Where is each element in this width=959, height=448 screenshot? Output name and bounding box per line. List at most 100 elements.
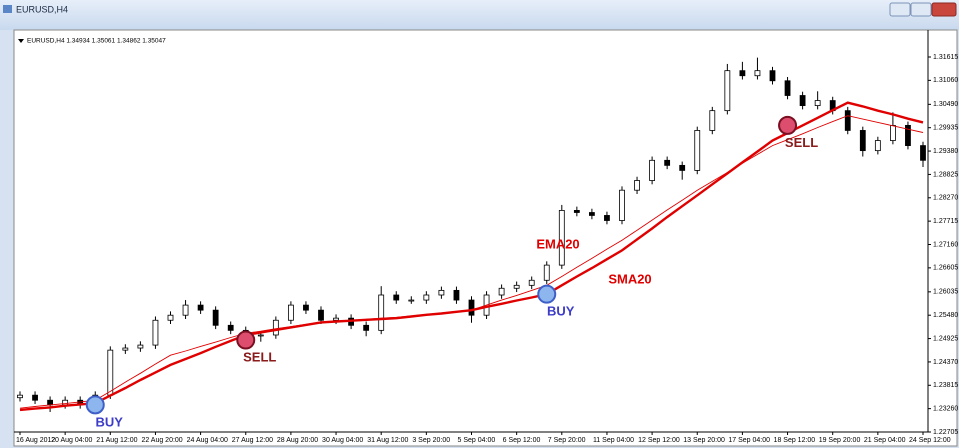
y-tick-label: 1.23815 xyxy=(933,382,958,389)
signal-marker xyxy=(85,395,105,415)
signal-marker xyxy=(778,115,798,135)
candle-body xyxy=(528,279,535,286)
candle-body xyxy=(739,70,746,77)
minimize-button[interactable] xyxy=(889,2,911,17)
y-tick-label: 1.27715 xyxy=(933,218,958,225)
chart-info: EURUSD,H4 1.34934 1.35061 1.34862 1.3504… xyxy=(27,38,166,45)
candle-body xyxy=(333,317,339,321)
x-tick-label: 17 Sep 04:00 xyxy=(728,437,770,444)
candle-body xyxy=(874,140,881,152)
x-tick-label: 11 Sep 04:00 xyxy=(593,437,634,444)
dropdown-icon xyxy=(18,39,24,43)
candle-body xyxy=(543,264,550,281)
signal-label: BUY xyxy=(96,414,124,429)
close-button[interactable] xyxy=(931,2,957,17)
y-tick-label: 1.26035 xyxy=(933,289,958,296)
candle-body xyxy=(32,394,38,401)
signal-marker xyxy=(537,284,557,304)
x-tick-label: 13 Sep 20:00 xyxy=(683,437,725,444)
x-tick-label: 30 Aug 04:00 xyxy=(322,437,363,444)
candle-body xyxy=(498,287,505,296)
window-title: EURUSD,H4 xyxy=(16,4,68,14)
candle-body xyxy=(423,294,430,301)
y-tick-label: 1.27160 xyxy=(933,241,958,248)
candle-body xyxy=(152,319,159,346)
candle-body xyxy=(468,299,475,316)
candle-body xyxy=(634,180,640,191)
candle-body xyxy=(769,70,776,82)
x-tick-label: 24 Sep 12:00 xyxy=(909,437,951,444)
candle-body xyxy=(453,289,460,301)
candle-body xyxy=(257,334,264,337)
y-tick-label: 1.28825 xyxy=(933,171,958,178)
x-tick-label: 19 Sep 20:00 xyxy=(819,437,861,444)
title-bar xyxy=(0,0,959,30)
candle-body xyxy=(408,299,415,302)
signal-label: SELL xyxy=(785,135,818,150)
candle-body xyxy=(107,349,114,396)
candle-body xyxy=(694,130,701,171)
x-tick-label: 24 Aug 04:00 xyxy=(187,437,228,444)
y-tick-label: 1.23260 xyxy=(933,405,958,412)
candle-body xyxy=(604,215,610,221)
candle-body xyxy=(272,319,279,336)
candle-body xyxy=(378,294,385,331)
window-icon xyxy=(3,5,12,13)
candle-body xyxy=(227,324,234,331)
y-tick-label: 1.24370 xyxy=(933,359,958,366)
candle-body xyxy=(859,130,866,152)
candle-body xyxy=(905,124,911,146)
x-tick-label: 31 Aug 12:00 xyxy=(367,437,408,444)
y-tick-label: 1.26605 xyxy=(933,265,958,272)
y-tick-label: 1.29935 xyxy=(933,125,958,132)
x-tick-label: 18 Sep 12:00 xyxy=(774,437,816,444)
x-tick-label: 20 Aug 04:00 xyxy=(51,437,92,444)
x-tick-label: 27 Aug 12:00 xyxy=(232,437,273,444)
y-tick-label: 1.24925 xyxy=(933,335,958,342)
x-tick-label: 12 Sep 12:00 xyxy=(638,437,680,444)
candle-body xyxy=(844,110,851,131)
candle-body xyxy=(47,399,53,406)
candle-body xyxy=(649,159,655,181)
signal-marker xyxy=(236,330,256,350)
candle-body xyxy=(303,304,309,311)
candle-body xyxy=(393,294,400,301)
ma-label: SMA20 xyxy=(608,271,651,286)
candle-body xyxy=(679,164,686,171)
candle-body xyxy=(167,314,174,321)
moving-average xyxy=(19,115,924,409)
x-tick-label: 5 Sep 04:00 xyxy=(458,437,496,444)
x-tick-label: 22 Aug 20:00 xyxy=(141,437,182,444)
x-tick-label: 21 Aug 12:00 xyxy=(96,437,137,444)
candle-body xyxy=(573,210,580,213)
candle-body xyxy=(799,95,806,107)
y-tick-label: 1.30490 xyxy=(933,101,958,108)
candle-body xyxy=(212,309,219,326)
y-tick-label: 1.31060 xyxy=(933,77,958,84)
candle-body xyxy=(197,304,204,311)
candle-body xyxy=(619,189,625,221)
maximize-button[interactable] xyxy=(910,2,932,17)
candle-body xyxy=(122,347,129,351)
candle-body xyxy=(438,289,445,296)
candle-body xyxy=(182,304,189,316)
x-tick-label: 21 Sep 04:00 xyxy=(864,437,906,444)
candle-body xyxy=(17,394,23,399)
candle-body xyxy=(784,80,791,96)
candle-body xyxy=(287,304,294,321)
y-tick-label: 1.29380 xyxy=(933,148,958,155)
y-tick-label: 1.25480 xyxy=(933,312,958,319)
candle-body xyxy=(558,210,565,266)
candle-body xyxy=(513,284,520,289)
y-tick-label: 1.22705 xyxy=(933,429,958,436)
candle-body xyxy=(363,324,370,331)
y-tick-label: 1.28270 xyxy=(933,195,958,202)
candle-body xyxy=(137,344,144,349)
candle-body xyxy=(318,309,324,321)
signal-label: BUY xyxy=(547,304,575,319)
y-tick-label: 1.31615 xyxy=(933,54,958,61)
candle-body xyxy=(920,145,926,161)
candle-body xyxy=(724,70,731,112)
candle-body xyxy=(589,212,595,216)
